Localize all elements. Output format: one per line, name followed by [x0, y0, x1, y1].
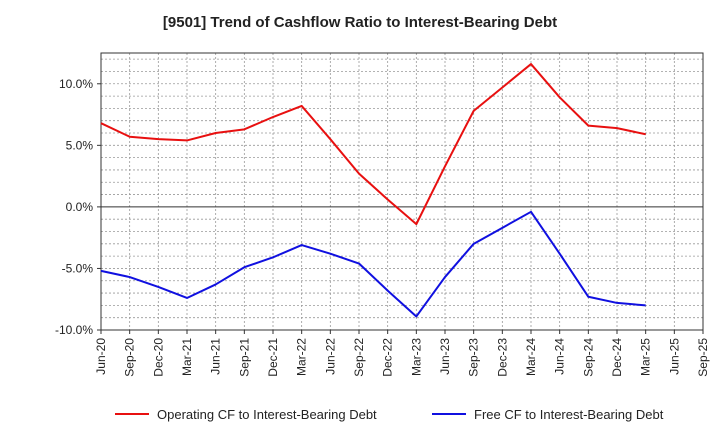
- x-tick-label: Sep-22: [352, 338, 366, 377]
- x-tick-label: Jun-25: [667, 338, 681, 375]
- x-tick-label: Mar-21: [180, 338, 194, 376]
- y-tick-label: 0.0%: [66, 200, 94, 214]
- x-tick-label: Dec-22: [381, 338, 395, 377]
- x-tick-label: Jun-24: [553, 338, 567, 375]
- x-tick-label: Dec-20: [151, 338, 165, 377]
- operating-cf-line: [100, 63, 646, 226]
- chart-title: [9501] Trend of Cashflow Ratio to Intere…: [162, 14, 558, 31]
- x-tick-label: Sep-24: [581, 338, 595, 377]
- x-tick-label: Mar-24: [524, 338, 538, 376]
- x-tick-label: Jun-22: [323, 338, 337, 375]
- legend-label: Operating CF to Interest-Bearing Debt: [157, 407, 377, 422]
- x-tick-label: Sep-20: [123, 338, 137, 377]
- x-tick-label: Jun-20: [94, 338, 108, 375]
- x-tick-label: Sep-25: [696, 338, 710, 377]
- x-tick-label: Jun-23: [438, 338, 452, 375]
- y-tick-label: 10.0%: [59, 77, 93, 91]
- free-cf-line: [100, 210, 646, 318]
- legend-label: Free CF to Interest-Bearing Debt: [474, 407, 664, 422]
- x-tick-label: Sep-23: [467, 338, 481, 377]
- x-tick-label: Dec-24: [610, 338, 624, 377]
- y-tick-label: 5.0%: [66, 138, 94, 152]
- x-tick-label: Dec-23: [495, 338, 509, 377]
- series-lines: [100, 63, 646, 318]
- x-axis-tick-labels: Jun-20 Sep-20 Dec-20 Mar-21 Jun-21 Sep-21 Dec-…: [94, 330, 710, 377]
- legend: Operating CF to Interest-Bearing Debt Fre…: [115, 407, 664, 422]
- y-tick-label: -10.0%: [55, 323, 93, 337]
- y-tick-label: -5.0%: [62, 261, 94, 275]
- x-tick-label: Jun-21: [209, 338, 223, 375]
- grid-lines: [100, 53, 704, 331]
- x-tick-label: Mar-23: [409, 338, 423, 376]
- x-tick-label: Dec-21: [266, 338, 280, 377]
- y-axis-tick-labels: -10.0% -5.0% 0.0% 5.0% 10.0%: [55, 77, 101, 337]
- plot-frame: [100, 52, 704, 331]
- x-tick-label: Mar-25: [639, 338, 653, 376]
- x-tick-label: Mar-22: [295, 338, 309, 376]
- x-tick-label: Sep-21: [237, 338, 251, 377]
